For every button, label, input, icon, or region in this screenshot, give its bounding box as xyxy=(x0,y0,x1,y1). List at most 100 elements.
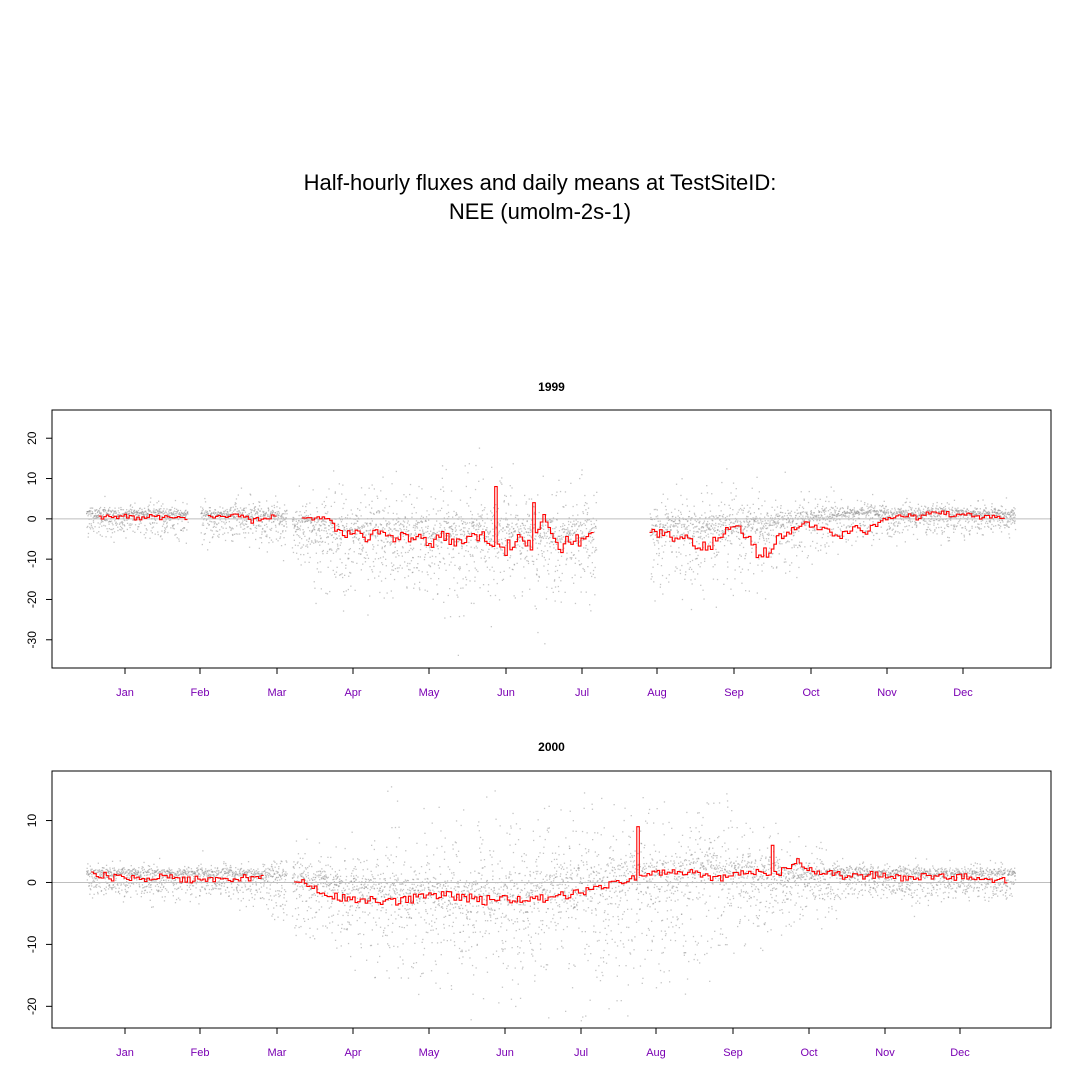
data-point xyxy=(762,534,764,536)
data-point xyxy=(788,520,791,522)
data-point xyxy=(800,512,802,514)
data-point xyxy=(106,528,108,530)
data-point xyxy=(969,534,971,536)
data-point xyxy=(362,533,365,536)
data-point xyxy=(258,525,260,527)
data-point xyxy=(691,559,694,562)
data-point xyxy=(740,571,742,573)
data-point xyxy=(895,513,897,515)
data-point xyxy=(477,541,480,543)
data-point xyxy=(964,525,966,528)
data-point xyxy=(216,514,218,516)
data-point xyxy=(121,528,124,530)
data-point xyxy=(787,509,789,512)
data-point xyxy=(401,567,403,569)
data-point xyxy=(532,563,535,565)
data-point xyxy=(736,528,738,530)
data-point xyxy=(431,533,434,535)
data-point xyxy=(200,506,202,508)
data-point xyxy=(949,509,951,511)
data-point xyxy=(469,533,471,535)
data-point xyxy=(308,537,311,539)
data-point xyxy=(727,566,729,568)
data-point xyxy=(237,512,239,514)
data-point xyxy=(452,529,454,531)
data-point xyxy=(382,563,384,566)
data-point xyxy=(997,511,999,514)
data-point xyxy=(760,528,762,530)
data-point xyxy=(897,524,899,527)
data-point xyxy=(763,562,765,564)
data-point xyxy=(490,519,492,521)
data-point xyxy=(185,513,187,515)
data-point xyxy=(985,507,987,509)
data-point xyxy=(324,524,326,526)
data-point xyxy=(345,590,347,592)
data-point xyxy=(758,558,760,560)
data-point xyxy=(185,516,187,518)
data-point xyxy=(563,531,566,533)
data-point xyxy=(444,617,446,619)
data-point xyxy=(503,554,505,556)
data-point xyxy=(943,531,945,533)
data-point xyxy=(734,569,736,571)
data-point xyxy=(904,541,906,543)
data-point xyxy=(364,522,366,524)
data-point xyxy=(110,511,112,513)
data-point xyxy=(512,534,514,537)
data-point xyxy=(223,513,225,516)
data-point xyxy=(856,510,858,512)
data-point xyxy=(506,519,508,521)
data-point xyxy=(891,514,894,516)
data-point xyxy=(531,546,533,548)
data-point xyxy=(120,521,122,524)
data-point xyxy=(757,520,759,522)
data-point xyxy=(535,542,537,544)
data-point xyxy=(926,513,928,515)
data-point xyxy=(730,521,732,523)
data-point xyxy=(830,512,832,514)
data-point xyxy=(397,535,399,538)
data-point xyxy=(574,525,576,527)
data-point xyxy=(947,520,949,522)
data-point xyxy=(398,524,400,526)
data-point xyxy=(219,506,221,508)
data-point xyxy=(937,523,939,525)
data-point xyxy=(670,545,672,547)
data-point xyxy=(589,529,591,531)
data-point xyxy=(402,535,404,537)
data-point xyxy=(275,514,278,516)
data-point xyxy=(747,526,749,528)
data-point xyxy=(465,578,468,581)
data-point xyxy=(726,468,728,470)
data-point xyxy=(677,532,679,534)
data-point xyxy=(824,546,826,548)
data-point xyxy=(317,528,320,530)
data-point xyxy=(493,570,495,572)
data-point xyxy=(444,563,446,565)
data-point xyxy=(215,512,217,514)
data-point xyxy=(514,531,516,533)
data-point xyxy=(105,889,107,891)
data-point xyxy=(333,501,336,503)
data-point xyxy=(799,513,802,515)
data-point xyxy=(275,495,277,497)
data-point xyxy=(269,513,271,516)
data-point xyxy=(256,511,258,513)
data-point xyxy=(92,517,94,519)
data-point xyxy=(743,520,745,522)
data-point xyxy=(970,505,972,507)
data-point xyxy=(987,525,989,527)
data-point xyxy=(901,511,903,513)
data-point xyxy=(934,513,936,515)
data-point xyxy=(762,536,764,538)
data-point xyxy=(679,522,681,524)
data-point xyxy=(768,534,770,536)
data-point xyxy=(467,532,470,534)
data-point xyxy=(660,530,662,532)
data-point xyxy=(665,509,667,511)
data-point xyxy=(479,523,481,525)
data-point xyxy=(505,512,507,514)
data-point xyxy=(489,540,491,543)
data-point xyxy=(886,509,888,511)
